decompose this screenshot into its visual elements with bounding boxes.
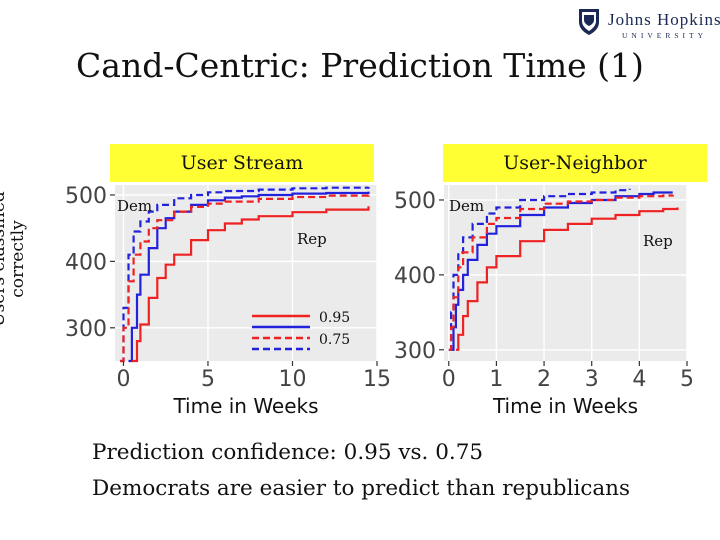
annotation-rep: Rep bbox=[643, 232, 673, 250]
series-line-rep-095 bbox=[455, 207, 679, 351]
x-tick-label: 15 bbox=[363, 367, 391, 392]
series-line-rep-075 bbox=[120, 193, 370, 363]
panel-label-user-stream: User Stream bbox=[110, 144, 374, 182]
y-tick-label: 400 bbox=[65, 250, 107, 275]
y-tick-label: 300 bbox=[65, 317, 107, 342]
logo-subtitle: UNIVERSITY bbox=[622, 31, 707, 40]
x-axis-label: Time in Weeks bbox=[172, 394, 318, 418]
x-tick-label: 3 bbox=[585, 367, 599, 392]
y-tick-label: 300 bbox=[394, 339, 436, 364]
y-axis-title-line-2: correctly bbox=[8, 220, 28, 298]
x-axis-label: Time in Weeks bbox=[492, 394, 638, 418]
caption-democrats: Democrats are easier to predict than rep… bbox=[92, 476, 631, 501]
legend: 0.95 0.75 bbox=[252, 310, 350, 351]
y-tick-label: 400 bbox=[394, 264, 436, 289]
shield-icon bbox=[579, 9, 599, 35]
legend-label: 0.95 bbox=[319, 310, 350, 326]
x-tick-label: 0 bbox=[116, 367, 130, 392]
series-line-dem-075 bbox=[448, 188, 631, 351]
page-title: Cand-Centric: Prediction Time (1) bbox=[76, 46, 644, 85]
x-tick-label: 5 bbox=[680, 367, 694, 392]
y-tick-label: 500 bbox=[65, 184, 107, 209]
y-axis-title: Users classified correctly bbox=[0, 189, 28, 329]
x-tick-label: 10 bbox=[278, 367, 306, 392]
annotation-dem: Dem bbox=[449, 197, 484, 215]
series-line-dem-075 bbox=[120, 186, 370, 363]
y-tick-label: 500 bbox=[394, 189, 436, 214]
x-tick-label: 5 bbox=[201, 367, 215, 392]
annotation-dem: Dem bbox=[117, 197, 152, 215]
plot-area bbox=[115, 185, 377, 361]
university-logo: Johns Hopkins UNIVERSITY bbox=[578, 6, 720, 42]
plot-area bbox=[444, 185, 687, 361]
x-tick-label: 1 bbox=[489, 367, 503, 392]
caption-confidence: Prediction confidence: 0.95 vs. 0.75 bbox=[92, 440, 484, 465]
logo-name: Johns Hopkins bbox=[608, 10, 720, 29]
chart-user-neighbor: 300 400 500 0 1 2 3 4 5 Time in Weeks Dem Rep bbox=[394, 185, 694, 418]
panel-label-user-neighbor: User-Neighbor bbox=[443, 144, 707, 182]
annotation-rep: Rep bbox=[297, 230, 327, 248]
series-line-rep-075 bbox=[448, 194, 674, 351]
x-tick-label: 2 bbox=[537, 367, 551, 392]
series-line-dem-095 bbox=[451, 191, 673, 351]
x-tick-label: 0 bbox=[442, 367, 456, 392]
x-tick-label: 4 bbox=[632, 367, 646, 392]
series-line-rep-095 bbox=[131, 206, 370, 363]
legend-label: 0.75 bbox=[319, 332, 350, 348]
